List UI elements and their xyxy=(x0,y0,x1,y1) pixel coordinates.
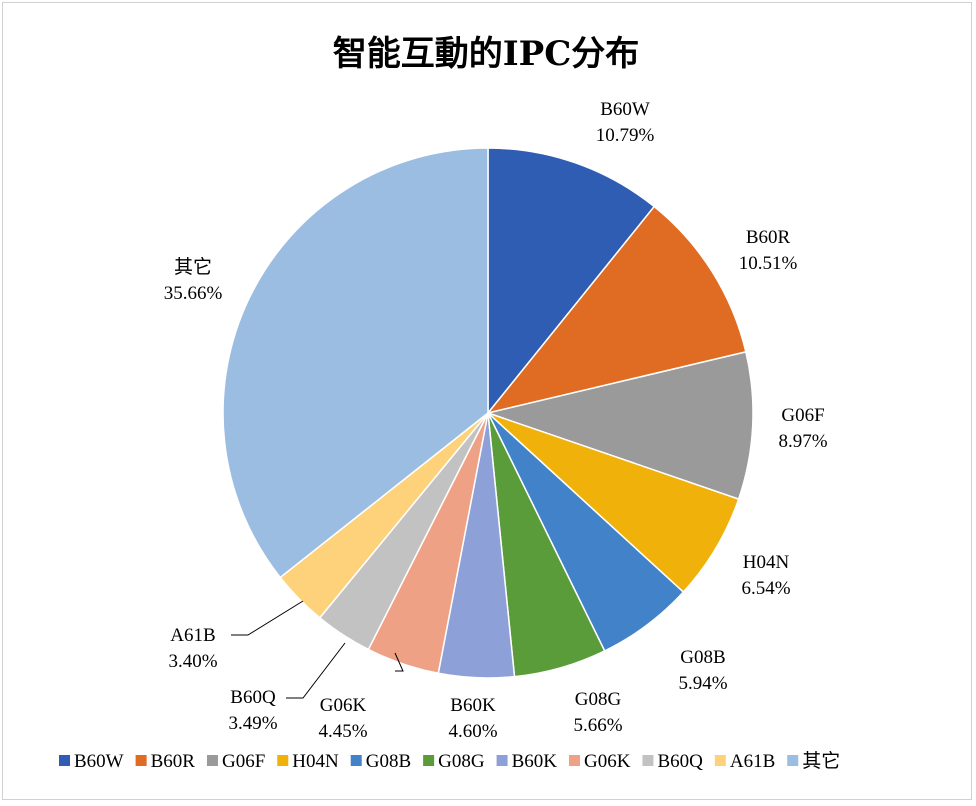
slice-label-percent: 5.94% xyxy=(678,673,727,694)
slice-label-percent: 10.51% xyxy=(739,253,798,274)
legend-label-G06F: G06F xyxy=(222,751,265,772)
slice-label-name: A61B xyxy=(170,625,215,646)
slice-label-percent: 3.49% xyxy=(228,713,277,734)
legend-label-B60W: B60W xyxy=(74,751,124,772)
legend-label-B60Q: B60Q xyxy=(657,751,703,772)
legend-swatch-A61B xyxy=(714,755,726,766)
leader-lines xyxy=(231,600,404,699)
leader-line-B60Q xyxy=(286,642,346,699)
legend-label-其它: 其它 xyxy=(802,750,840,772)
leader-line-G06K xyxy=(394,652,404,672)
pie-slice-B60W xyxy=(487,147,656,416)
slice-label-percent: 35.66% xyxy=(164,283,223,304)
pie-slice-其它 xyxy=(222,147,489,579)
slice-label-name: 其它 xyxy=(174,256,212,278)
legend-label-A61B: A61B xyxy=(730,751,775,772)
legend-label-G06K: G06K xyxy=(584,751,631,772)
slice-label-name: B60Q xyxy=(230,687,276,708)
legend-swatch-B60W xyxy=(59,755,70,766)
legend-swatch-G08G xyxy=(423,755,435,766)
legend-label-G08G: G08G xyxy=(438,751,485,772)
legend-swatch-B60K xyxy=(496,755,508,766)
slice-label-name: G08B xyxy=(680,647,725,668)
slice-label-name: B60W xyxy=(600,99,650,120)
slice-label-percent: 5.66% xyxy=(573,715,622,736)
chart-title: 智能互動的IPC分布 xyxy=(333,34,640,74)
legend-swatch-G06K xyxy=(568,755,580,766)
slice-label-name: G08G xyxy=(575,689,622,710)
legend-swatch-B60R xyxy=(135,755,147,766)
slice-label-percent: 4.60% xyxy=(448,721,497,742)
pie-slice-B60R xyxy=(486,205,747,415)
legend-label-B60K: B60K xyxy=(512,751,558,772)
legend: B60W B60R G06F H04N G08B G08G B60K G06K B60Q A61B… xyxy=(59,750,840,772)
leader-line-A61B xyxy=(231,600,304,636)
pie-slices xyxy=(222,147,754,679)
slice-labels: B60W 10.79% B60R 10.51% G06F 8.97% H04N 6.54% G0… xyxy=(164,99,828,742)
slice-label-percent: 10.79% xyxy=(596,125,655,146)
legend-swatch-B60Q xyxy=(642,755,654,766)
legend-label-H04N: H04N xyxy=(292,751,339,772)
slice-label-name: G06F xyxy=(781,405,824,426)
slice-label-percent: 3.40% xyxy=(168,651,217,672)
pie-chart: 智能互動的IPC分布 B60W 10.79% B60R 10.51% G06F 8.97%… xyxy=(59,34,840,772)
pie-slice-H04N xyxy=(487,412,740,594)
legend-swatch-其它 xyxy=(787,755,799,766)
slice-label-percent: 4.45% xyxy=(318,721,367,742)
legend-label-B60R: B60R xyxy=(151,751,196,772)
slice-label-name: G06K xyxy=(320,695,367,716)
pie-slice-G06F xyxy=(485,351,754,501)
legend-swatch-G06F xyxy=(206,755,218,766)
slice-label-name: H04N xyxy=(743,552,790,573)
slice-label-name: B60K xyxy=(450,695,496,716)
slice-label-percent: 6.54% xyxy=(741,578,790,599)
legend-label-G08B: G08B xyxy=(366,751,411,772)
slice-label-name: B60R xyxy=(746,227,791,248)
legend-swatch-G08B xyxy=(350,755,362,766)
legend-swatch-H04N xyxy=(277,755,289,766)
slice-label-percent: 8.97% xyxy=(778,431,827,452)
